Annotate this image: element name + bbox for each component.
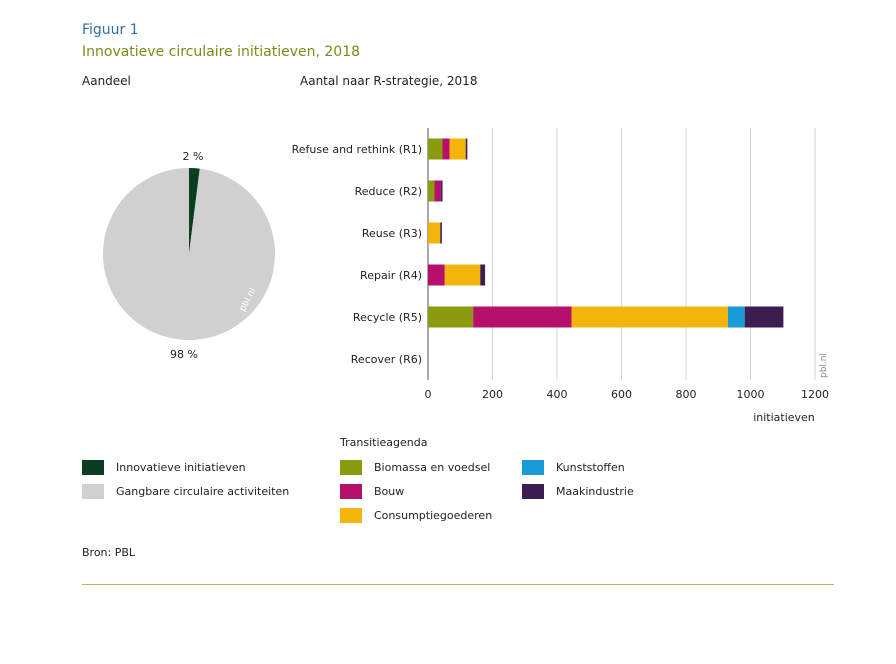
bar-segment (440, 222, 442, 244)
legend-label: Consumptiegoederen (374, 509, 493, 522)
bottom-divider (82, 584, 834, 585)
y-tick-label: Recover (R6) (351, 353, 422, 366)
bar-segment (571, 306, 728, 328)
legend-item-biomassa: Biomassa en voedsel (340, 460, 490, 475)
y-tick-label: Reduce (R2) (355, 185, 422, 198)
y-tick-label: Recycle (R5) (353, 311, 422, 324)
bar-segment (449, 138, 466, 160)
legend-label: Bouw (374, 485, 405, 498)
legend-item-consumptiegoederen: Consumptiegoederen (340, 508, 492, 523)
bar-segment (434, 180, 441, 202)
bar-watermark: pbl.nl (819, 353, 829, 378)
legend-swatch (82, 460, 104, 475)
legend-swatch (522, 484, 544, 499)
bar-chart-heading: Aantal naar R-strategie, 2018 (300, 74, 478, 88)
figure-label: Figuur 1 (82, 22, 139, 38)
legend-item-innovative: Innovatieve initiatieven (82, 460, 246, 475)
bar-segment (428, 180, 435, 202)
y-tick-label: Repair (R4) (360, 269, 422, 282)
bar-segment (440, 180, 443, 202)
legend-label: Biomassa en voedsel (374, 461, 491, 474)
legend-label: Gangbare circulaire activiteiten (116, 485, 290, 498)
legend-swatch (340, 484, 362, 499)
legend-swatch (522, 460, 544, 475)
x-tick-label: 800 (676, 388, 697, 401)
bar-segment (744, 306, 784, 328)
pie-heading: Aandeel (82, 74, 131, 88)
x-axis-label: initiatieven (753, 411, 815, 424)
legend-label: Kunststoffen (556, 461, 625, 474)
figure-title: Innovatieve circulaire initiatieven, 201… (82, 44, 361, 60)
legend-item-bouw: Bouw (340, 484, 404, 499)
bar-segment (442, 138, 450, 160)
source-note: Bron: PBL (82, 546, 136, 559)
y-tick-label: Reuse (R3) (362, 227, 422, 240)
legend-title: Transitieagenda (340, 436, 428, 449)
x-tick-label: 0 (425, 388, 432, 401)
pie-slice-1 (102, 168, 275, 341)
legend-item-common: Gangbare circulaire activiteiten (82, 484, 289, 499)
bar-segment (473, 306, 572, 328)
pie-label-innovative: 2 % (183, 150, 204, 163)
legend-item-kunststoffen: Kunststoffen (522, 460, 625, 475)
bar-segment (727, 306, 745, 328)
bar-segment (428, 222, 441, 244)
y-tick-label: Refuse and rethink (R1) (292, 143, 422, 156)
bar-chart: 0 200 400 600 800 1000 1200 initiatieven Refuse … (292, 128, 829, 424)
legend-label: Innovatieve initiatieven (116, 461, 246, 474)
legend-swatch (340, 508, 362, 523)
legend-swatch (340, 460, 362, 475)
x-tick-label: 200 (482, 388, 503, 401)
legend-item-maakindustrie: Maakindustrie (522, 484, 634, 499)
x-tick-label: 1200 (801, 388, 829, 401)
x-tick-label: 1000 (737, 388, 765, 401)
bar-segment (428, 306, 474, 328)
x-tick-label: 400 (547, 388, 568, 401)
pie-slice-0 (189, 168, 200, 254)
pie-label-common: 98 % (170, 348, 198, 361)
legend-label: Maakindustrie (556, 485, 634, 498)
bar-segment (444, 264, 481, 286)
bar-segment (428, 264, 445, 286)
x-tick-label: 600 (611, 388, 632, 401)
bar-segment (480, 264, 486, 286)
bar-segment (428, 138, 443, 160)
pie-chart (102, 168, 275, 341)
legend-swatch (82, 484, 104, 499)
bar-segment (465, 138, 468, 160)
